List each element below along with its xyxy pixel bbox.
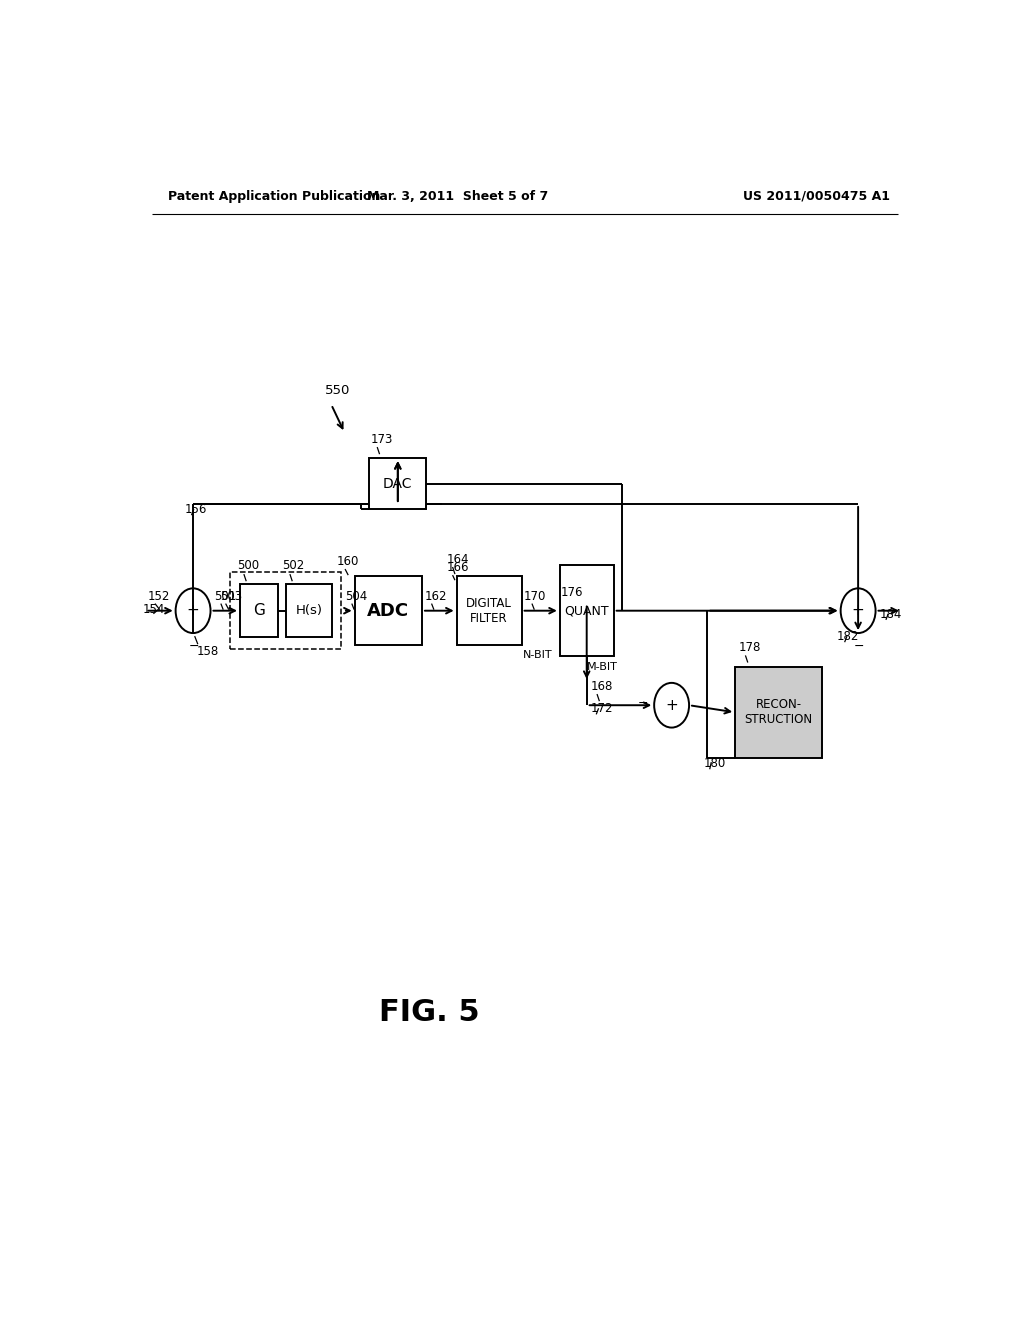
Text: DAC: DAC — [383, 477, 413, 491]
Text: 158: 158 — [197, 645, 219, 659]
Text: 166: 166 — [447, 561, 470, 574]
Text: QUANT: QUANT — [564, 605, 609, 618]
Text: 164: 164 — [447, 553, 470, 566]
Text: 504: 504 — [345, 590, 368, 602]
Text: −: − — [637, 697, 648, 710]
Text: +: + — [666, 698, 678, 713]
Text: 178: 178 — [739, 642, 762, 655]
Text: 501: 501 — [214, 590, 237, 602]
Bar — [457, 576, 521, 645]
Text: RECON-
STRUCTION: RECON- STRUCTION — [744, 698, 813, 726]
Text: 502: 502 — [282, 560, 304, 572]
Text: G: G — [253, 603, 265, 618]
Text: ADC: ADC — [368, 602, 410, 619]
Text: 156: 156 — [185, 503, 208, 516]
Text: FIG. 5: FIG. 5 — [379, 998, 480, 1027]
Text: Patent Application Publication: Patent Application Publication — [168, 190, 380, 202]
Text: 152: 152 — [147, 590, 170, 602]
Text: +: + — [186, 603, 200, 618]
Text: H(s): H(s) — [296, 605, 323, 618]
Text: Mar. 3, 2011  Sheet 5 of 7: Mar. 3, 2011 Sheet 5 of 7 — [367, 190, 548, 202]
Text: 160: 160 — [337, 554, 359, 568]
Text: 550: 550 — [325, 384, 350, 397]
Text: 168: 168 — [591, 680, 613, 693]
Bar — [240, 585, 278, 638]
Text: 503: 503 — [220, 590, 243, 602]
Bar — [735, 667, 822, 758]
Text: 173: 173 — [371, 433, 393, 446]
Bar — [354, 576, 422, 645]
Bar — [560, 565, 613, 656]
Text: 176: 176 — [560, 586, 583, 598]
Text: 162: 162 — [424, 590, 446, 602]
Text: M-BIT: M-BIT — [587, 661, 617, 672]
Text: +: + — [852, 603, 864, 618]
Text: 184: 184 — [880, 609, 902, 620]
Bar — [370, 458, 426, 510]
Text: 154: 154 — [142, 603, 165, 615]
Text: US 2011/0050475 A1: US 2011/0050475 A1 — [742, 190, 890, 202]
Text: DIGITAL
FILTER: DIGITAL FILTER — [466, 597, 512, 624]
Text: N-BIT: N-BIT — [522, 651, 552, 660]
Text: 182: 182 — [837, 630, 859, 643]
Text: −: − — [854, 640, 864, 653]
Text: −: − — [188, 640, 199, 653]
Text: 180: 180 — [703, 758, 726, 771]
Text: 170: 170 — [524, 590, 547, 602]
Bar — [230, 572, 341, 649]
Text: 500: 500 — [238, 560, 260, 572]
Text: 172: 172 — [591, 702, 613, 715]
Bar — [286, 585, 332, 638]
